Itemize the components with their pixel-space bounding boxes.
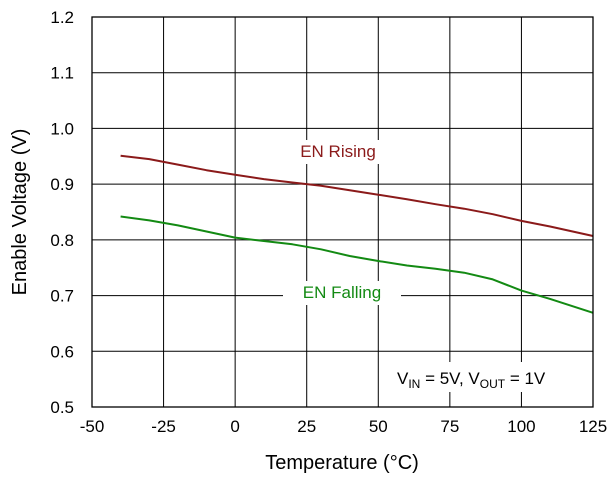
y-tick-label: 0.9 [50,175,74,194]
y-tick-label: 0.7 [50,287,74,306]
label-en-falling: EN Falling [283,281,401,305]
y-tick-label: 1.1 [50,64,74,83]
y-tick-label: 0.8 [50,231,74,250]
series-line-en-rising [120,154,594,237]
series-label-en-falling: EN Falling [303,283,381,302]
x-tick-label: 0 [230,417,239,436]
grid [92,17,593,407]
series-label-en-rising: EN Rising [300,142,376,161]
x-tick-label: 100 [507,417,535,436]
x-tick-label: 75 [440,417,459,436]
condition-annotation: VIN = 5V, VOUT = 1V [384,362,584,392]
x-axis-label: Temperature (°C) [265,452,419,474]
y-tick-label: 1.0 [50,119,74,138]
y-axis-label: Enable Voltage (V) [9,129,31,296]
x-tick-label: 25 [297,417,316,436]
y-tick-label: 1.2 [50,8,74,27]
label-en-rising: EN Rising [283,140,393,164]
x-tick-label: 125 [579,417,607,436]
y-tick-label: 0.6 [50,342,74,361]
tick-labels: -50 -25 0 25 50 75 100 125 0.5 0.6 0.7 0.8 0.9 1.0 1.1… [50,8,607,436]
condition-text: VIN = 5V, VOUT = 1V [397,369,546,391]
x-tick-label: -25 [151,417,176,436]
y-tick-label: 0.5 [50,398,74,417]
plot-frame [91,16,594,408]
x-tick-label: 50 [369,417,388,436]
x-tick-label: -50 [80,417,105,436]
series-line-en-falling [120,215,594,314]
series-layer [120,154,594,314]
